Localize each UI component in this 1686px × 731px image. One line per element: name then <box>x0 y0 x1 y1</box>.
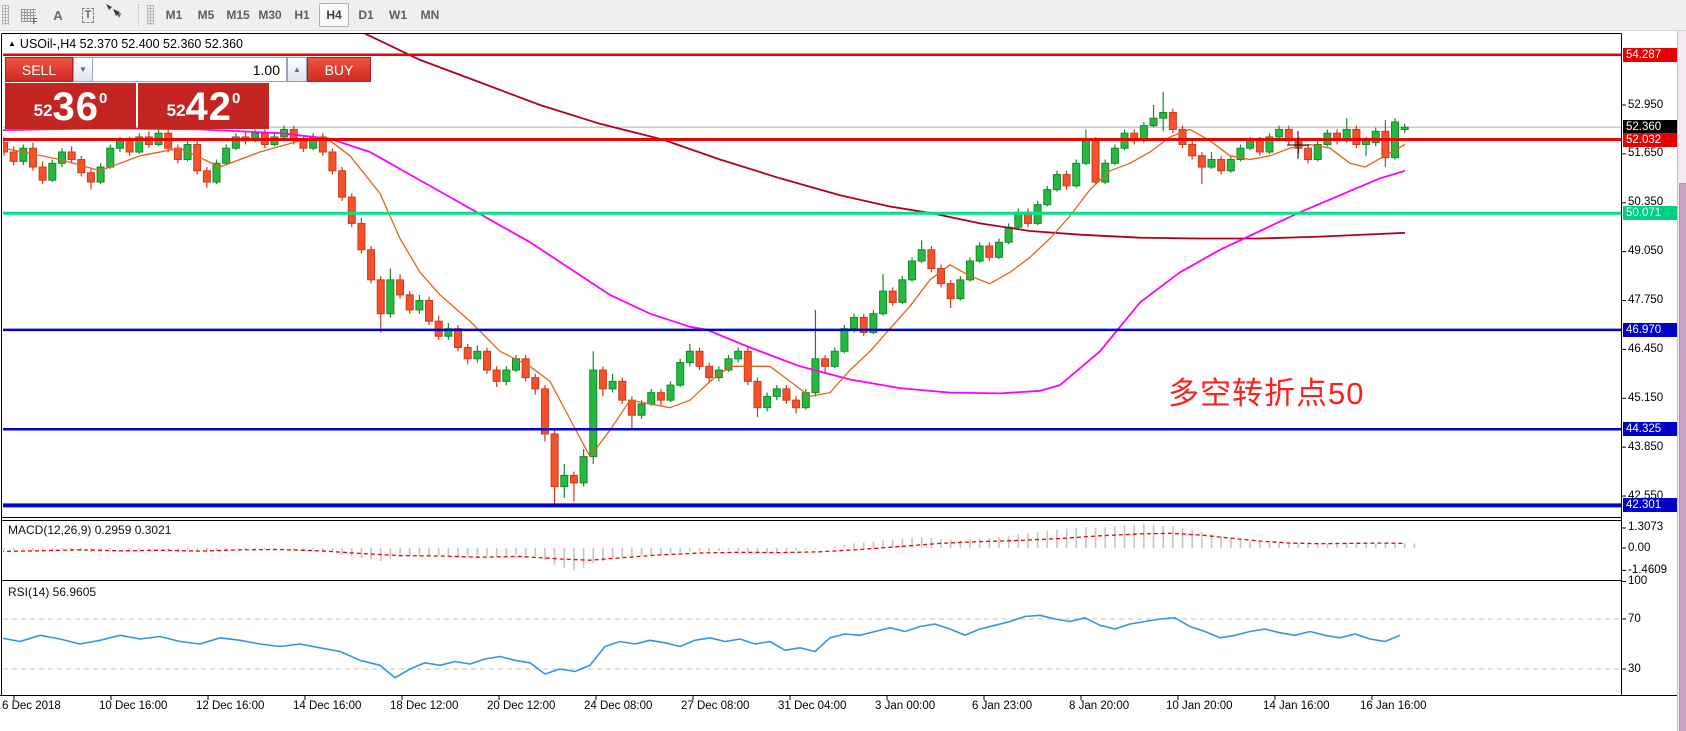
price-badge-52.360: 52.360 <box>1623 120 1679 135</box>
timeframe-button-w1[interactable]: W1 <box>389 8 407 22</box>
price-tick-label: 47.750 <box>1628 294 1664 307</box>
date-tick-label: 14 Dec 16:00 <box>293 700 362 712</box>
macd-tick-label: -1.4609 <box>1628 563 1668 576</box>
date-tick-label: 24 Dec 08:00 <box>584 700 653 712</box>
timeframe-button-m30[interactable]: M30 <box>258 8 282 22</box>
date-tick-label: 10 Dec 16:00 <box>99 700 168 712</box>
toolbar-drag-handle[interactable] <box>2 5 9 25</box>
date-tick-label: 6 Jan 23:00 <box>972 700 1033 712</box>
date-tick-label: 8 Jan 20:00 <box>1069 700 1130 712</box>
toolbar-drag-handle-2[interactable] <box>147 5 154 25</box>
price-tick-label: 45.150 <box>1628 391 1664 404</box>
timeframe-button-mn[interactable]: MN <box>420 8 440 22</box>
volume-input[interactable] <box>93 57 287 82</box>
volume-up-button[interactable]: ▲ <box>287 57 307 82</box>
timeframe-button-d1[interactable]: D1 <box>358 8 374 22</box>
font-tool-button[interactable]: A <box>44 2 72 28</box>
price-tick-label: 49.050 <box>1628 245 1664 258</box>
chart-title: ▲ USOil-,H4 52.370 52.400 52.360 52.360 <box>8 37 243 51</box>
date-tick-label: 12 Dec 16:00 <box>196 700 265 712</box>
price-badge-46.970: 46.970 <box>1623 322 1679 337</box>
rsi-tick-label: 30 <box>1628 662 1641 675</box>
rsi-label: RSI(14) 56.9605 <box>8 585 97 599</box>
date-tick-label: 3 Jan 00:00 <box>875 700 936 712</box>
text-label-icon: T <box>81 7 95 23</box>
volume-dropdown-button[interactable]: ▼ <box>73 57 93 82</box>
grid-tool-icon[interactable]: F <box>14 2 42 28</box>
date-tick-label: 18 Dec 12:00 <box>390 700 459 712</box>
toolbar-separator <box>138 4 140 26</box>
price-badge-52.032: 52.032 <box>1623 132 1679 147</box>
macd-tick-label: 1.3073 <box>1628 521 1664 534</box>
timeframe-button-m1[interactable]: M1 <box>165 8 183 22</box>
date-tick-label: 6 Dec 2018 <box>2 700 61 712</box>
timeframe-button-h1[interactable]: H1 <box>294 8 310 22</box>
price-tick-label: 43.850 <box>1628 440 1664 453</box>
price-tick-label: 51.650 <box>1628 147 1664 160</box>
scrollbar-thumb[interactable] <box>1679 183 1686 731</box>
rsi-tick-label: 70 <box>1628 612 1641 625</box>
timeframe-button-h4[interactable]: H4 <box>319 3 349 27</box>
grid-icon: F <box>20 8 38 26</box>
price-badge-54.287: 54.287 <box>1623 47 1679 62</box>
price-tick-label: 50.350 <box>1628 196 1664 209</box>
rsi-tick-label: 100 <box>1628 575 1648 587</box>
sell-button[interactable]: SELL <box>5 57 73 82</box>
price-tick-label: 46.450 <box>1628 342 1664 355</box>
date-tick-label: 27 Dec 08:00 <box>681 700 750 712</box>
buy-price-display[interactable]: 52 42 0 <box>138 83 269 129</box>
timeframe-group: M1 M5 M15 M30 H1 H4 D1 W1 MN <box>158 3 446 27</box>
date-tick-label: 16 Jan 16:00 <box>1360 700 1427 712</box>
text-label-tool-button[interactable]: T <box>74 2 102 28</box>
date-tick-label: 14 Jan 16:00 <box>1263 700 1330 712</box>
price-badge-42.301: 42.301 <box>1623 498 1679 513</box>
macd-tick-label: 0.00 <box>1628 541 1651 554</box>
symbol-triangle-icon: ▲ <box>8 39 16 48</box>
timeframe-button-m5[interactable]: M5 <box>197 8 215 22</box>
chevron-down-icon: ▼ <box>115 10 123 20</box>
letter-a-icon: A <box>53 7 63 23</box>
date-tick-label: 10 Jan 20:00 <box>1166 700 1233 712</box>
price-badge-50.071: 50.071 <box>1623 206 1679 221</box>
toolbar: F A T ▼ M1 M5 M15 M30 H1 H4 D1 W1 MN <box>0 0 1686 31</box>
macd-label: MACD(12,26,9) 0.2959 0.3021 <box>8 523 172 537</box>
vertical-scrollbar[interactable] <box>1677 0 1686 731</box>
arrows-tool-button[interactable]: ▼ <box>104 2 132 28</box>
chart-annotation-text: 多空转折点50 <box>1168 376 1365 411</box>
date-tick-label: 20 Dec 12:00 <box>487 700 556 712</box>
price-tick-label: 52.950 <box>1628 98 1664 111</box>
buy-button[interactable]: BUY <box>307 57 371 82</box>
arrows-icon <box>106 4 120 16</box>
price-badge-44.325: 44.325 <box>1623 422 1679 437</box>
sell-price-display[interactable]: 52 36 0 <box>5 83 136 129</box>
date-tick-label: 31 Dec 04:00 <box>778 700 847 712</box>
timeframe-button-m15[interactable]: M15 <box>226 8 250 22</box>
